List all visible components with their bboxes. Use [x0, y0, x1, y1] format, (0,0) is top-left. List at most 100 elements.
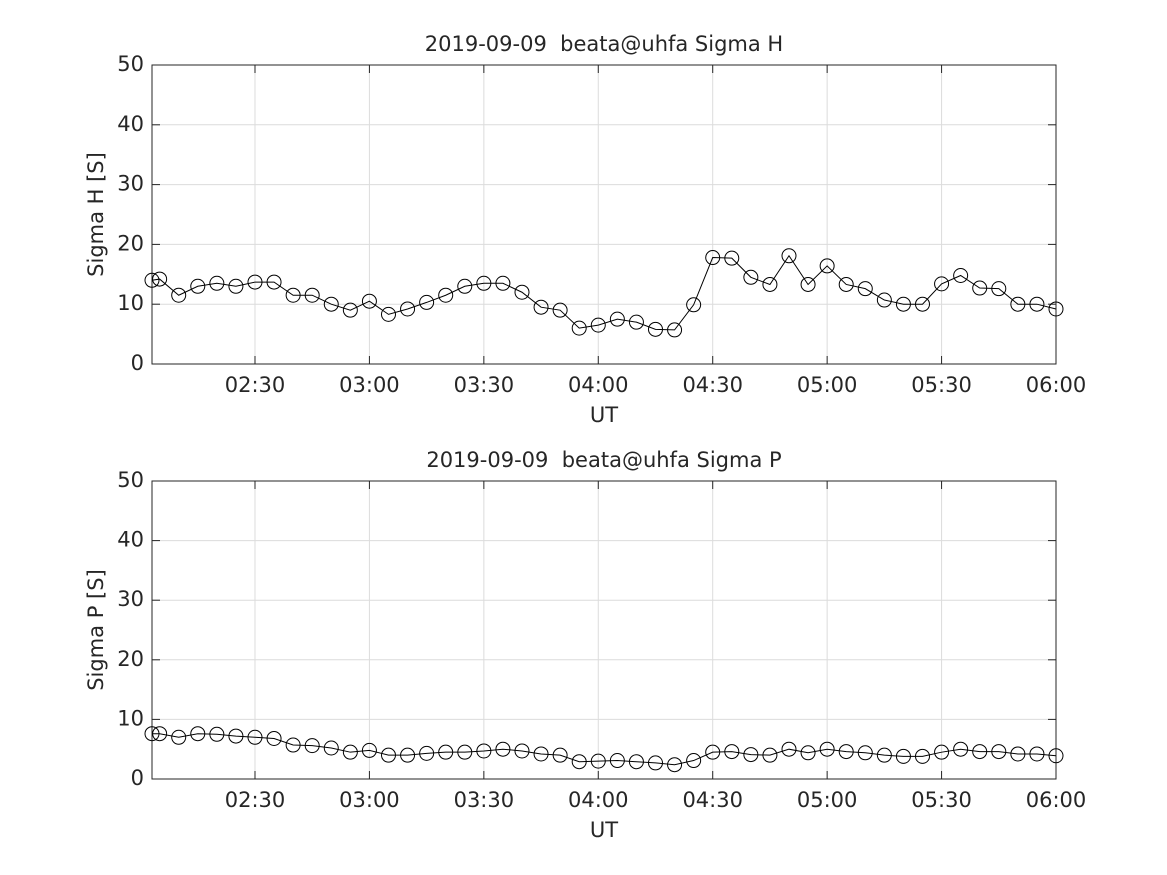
- data-point: [724, 250, 740, 266]
- data-point: [1029, 296, 1045, 312]
- data-line: [151, 254, 1057, 331]
- y-tick-label: 20: [117, 647, 144, 671]
- data-point: [228, 728, 244, 744]
- data-point: [972, 744, 988, 760]
- data-point: [247, 274, 263, 290]
- data-point: [1010, 746, 1026, 762]
- data-point: [628, 314, 644, 330]
- data-point: [895, 296, 911, 312]
- data-point: [419, 294, 435, 310]
- data-point: [533, 746, 549, 762]
- x-tick-label: 06:00: [1026, 373, 1087, 397]
- data-point: [857, 745, 873, 761]
- data-point: [953, 267, 969, 283]
- x-tick-label: 04:30: [682, 373, 743, 397]
- data-point: [228, 278, 244, 294]
- data-point: [323, 296, 339, 312]
- x-tick-label: 05:30: [911, 788, 972, 812]
- data-point: [914, 296, 930, 312]
- y-tick-label: 50: [117, 468, 144, 492]
- data-point: [819, 741, 835, 757]
- data-point: [247, 729, 263, 745]
- data-point: [266, 730, 282, 746]
- data-point: [1048, 301, 1064, 317]
- data-line: [152, 733, 1057, 766]
- data-point: [1029, 746, 1045, 762]
- data-point: [342, 744, 358, 760]
- data-point: [476, 743, 492, 759]
- data-point: [438, 744, 454, 760]
- data-point: [876, 292, 892, 308]
- data-point: [457, 744, 473, 760]
- data-point: [380, 306, 396, 322]
- data-point: [590, 753, 606, 769]
- plot-area: [152, 481, 1056, 779]
- data-point: [743, 269, 759, 285]
- x-tick-label: 03:30: [454, 788, 515, 812]
- data-point: [762, 276, 778, 292]
- x-axis-label: UT: [590, 403, 618, 427]
- data-point: [571, 320, 587, 336]
- data-point: [144, 272, 160, 288]
- data-point: [285, 737, 301, 753]
- y-axis-label: Sigma H [S]: [84, 152, 108, 277]
- data-point: [762, 747, 778, 763]
- data-point: [495, 741, 511, 757]
- data-point: [304, 738, 320, 754]
- data-point: [190, 278, 206, 294]
- data-point: [991, 281, 1007, 297]
- data-point: [171, 287, 187, 303]
- data-point: [647, 321, 663, 337]
- x-tick-label: 02:30: [225, 788, 286, 812]
- y-tick-label: 30: [117, 587, 144, 611]
- y-tick-label: 40: [117, 112, 144, 136]
- y-tick-label: 50: [117, 52, 144, 76]
- data-point: [838, 744, 854, 760]
- data-point: [667, 757, 683, 773]
- y-tick-label: 20: [117, 231, 144, 255]
- data-point: [686, 753, 702, 769]
- data-point: [590, 317, 606, 333]
- x-tick-label: 05:00: [797, 788, 858, 812]
- data-point: [152, 726, 168, 742]
- data-point: [972, 280, 988, 296]
- data-point: [171, 729, 187, 745]
- x-tick-label: 05:00: [797, 373, 858, 397]
- data-point: [628, 754, 644, 770]
- x-tick-label: 04:00: [568, 788, 629, 812]
- data-point: [361, 742, 377, 758]
- data-point: [800, 745, 816, 761]
- x-tick-label: 03:30: [454, 373, 515, 397]
- plot-area: [152, 65, 1056, 364]
- x-tick-label: 05:30: [911, 373, 972, 397]
- data-point: [1010, 296, 1026, 312]
- data-point: [304, 287, 320, 303]
- data-point: [609, 311, 625, 327]
- data-point: [857, 281, 873, 297]
- x-axis-label: UT: [590, 818, 618, 842]
- y-tick-label: 30: [117, 172, 144, 196]
- chart-title: 2019-09-09 beata@uhfa Sigma P: [426, 448, 781, 472]
- data-point: [476, 275, 492, 291]
- data-point: [190, 726, 206, 742]
- data-point: [323, 740, 339, 756]
- chart-title: 2019-09-09 beata@uhfa Sigma H: [425, 32, 783, 56]
- data-point: [571, 754, 587, 770]
- data-point: [667, 322, 683, 338]
- x-tick-label: 02:30: [225, 373, 286, 397]
- x-tick-label: 04:00: [568, 373, 629, 397]
- data-point: [209, 275, 225, 291]
- y-tick-label: 10: [117, 291, 144, 315]
- data-point: [380, 747, 396, 763]
- data-point: [705, 250, 721, 266]
- x-tick-label: 06:00: [1026, 788, 1087, 812]
- data-point: [438, 287, 454, 303]
- y-tick-label: 40: [117, 528, 144, 552]
- data-point: [285, 287, 301, 303]
- data-point: [724, 744, 740, 760]
- data-point: [838, 276, 854, 292]
- data-point: [647, 755, 663, 771]
- data-point: [400, 301, 416, 317]
- axes-box: [151, 64, 1057, 365]
